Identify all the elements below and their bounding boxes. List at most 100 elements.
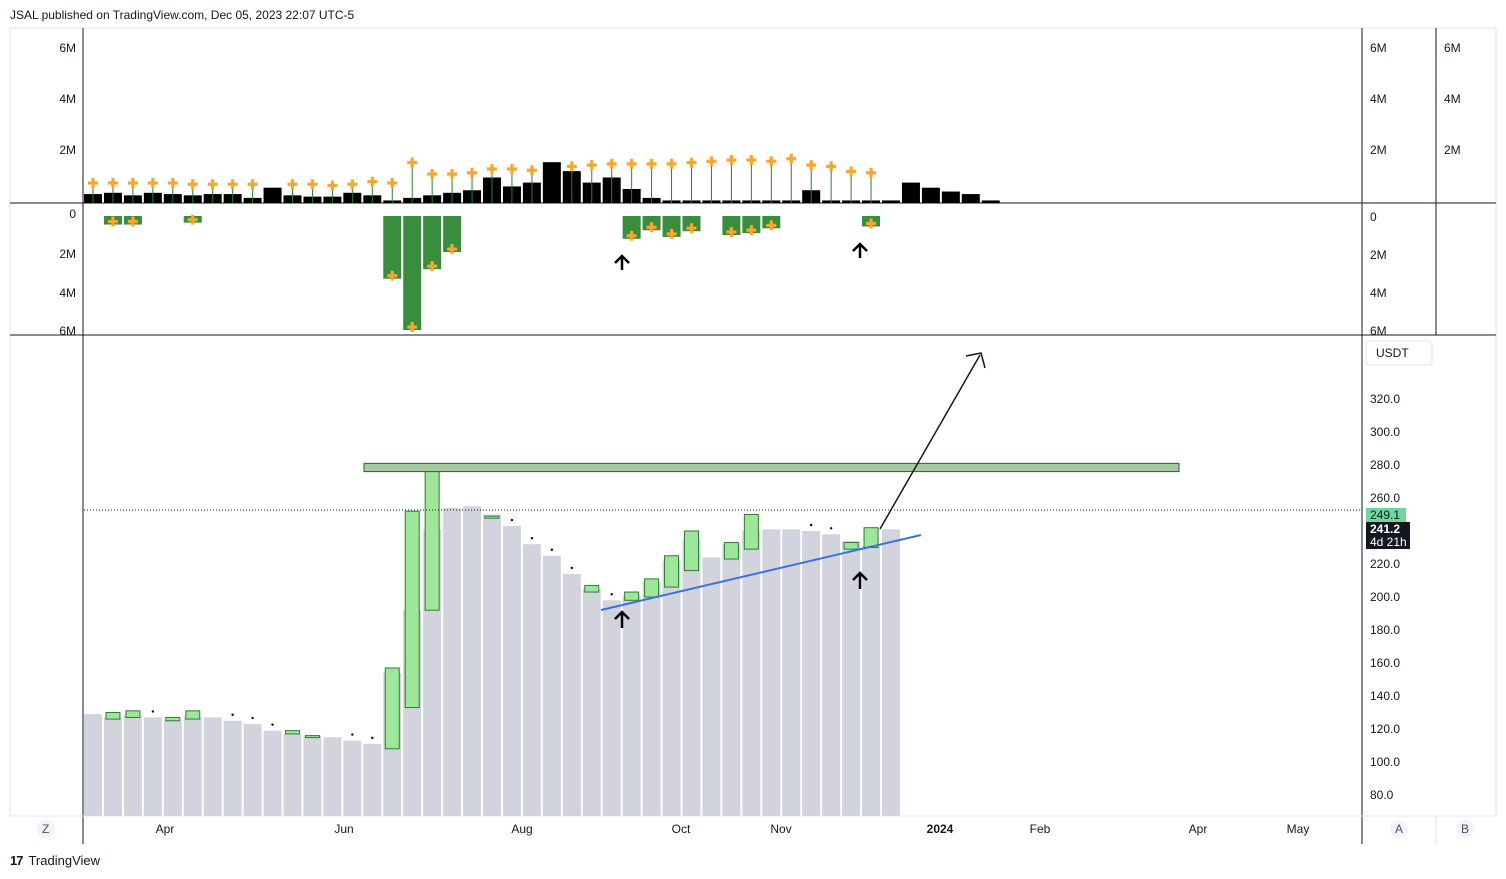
- sell-marker-v: [191, 214, 195, 225]
- b-scale-button[interactable]: [1456, 820, 1474, 838]
- orange-marker-v: [350, 179, 354, 190]
- sell-marker: [666, 228, 677, 239]
- orange-marker-v: [490, 163, 494, 174]
- lower-y-tick: 4M: [59, 286, 76, 300]
- green-candle: [863, 527, 879, 549]
- upper-y-tick: 6M: [59, 41, 76, 55]
- orange-marker-v: [111, 177, 115, 188]
- price-bar: [782, 529, 801, 816]
- orange-marker: [167, 177, 178, 188]
- last-price-label: 249.1: [1370, 508, 1400, 522]
- green-candle: [664, 555, 680, 588]
- lower-right-tick: 0: [1370, 210, 1377, 224]
- orange-marker: [467, 167, 478, 178]
- orange-marker-v: [630, 158, 634, 169]
- lower-right-tick: 2M: [1370, 248, 1387, 262]
- price-bar: [263, 730, 282, 816]
- orange-marker: [247, 179, 258, 190]
- upper-y-tick: 4M: [59, 92, 76, 106]
- price-dot: [271, 723, 274, 726]
- price-bar: [862, 545, 881, 816]
- orange-marker: [287, 179, 298, 190]
- price-tick: 100.0: [1370, 755, 1400, 769]
- orange-marker: [367, 176, 378, 187]
- price-bar: [483, 514, 501, 816]
- volume-bar: [882, 200, 900, 203]
- orange-marker: [487, 163, 497, 174]
- lower-right-tick: 6M: [1370, 324, 1387, 338]
- orange-marker: [746, 155, 757, 166]
- up-arrow-icon: [852, 242, 868, 258]
- sell-marker: [107, 216, 118, 227]
- sell-marker-v: [729, 227, 733, 237]
- orange-marker: [387, 177, 398, 188]
- orange-marker: [526, 165, 537, 176]
- sell-marker-v: [111, 216, 115, 227]
- orange-marker: [666, 158, 677, 169]
- orange-marker: [307, 179, 318, 190]
- upper-y-tick: 2M: [59, 143, 76, 157]
- orange-marker-v: [829, 161, 833, 172]
- auto-scale-button-label: A: [1395, 822, 1403, 836]
- orange-marker-v: [709, 156, 714, 167]
- orange-marker: [187, 179, 198, 190]
- orange-marker-v: [809, 160, 813, 171]
- orange-marker: [706, 156, 717, 167]
- price-tick: 280.0: [1370, 458, 1400, 472]
- orange-marker-v: [590, 160, 594, 171]
- timezone-button-label: Z: [42, 822, 49, 836]
- current-price-label: 241.2: [1370, 522, 1400, 536]
- sell-marker: [646, 222, 657, 233]
- orange-marker-v: [650, 158, 654, 169]
- sell-volume-bar: [403, 216, 422, 330]
- orange-marker: [586, 160, 597, 171]
- orange-marker-v: [370, 176, 374, 187]
- green-candle: [185, 710, 201, 720]
- lower-y-tick: 0: [69, 207, 76, 221]
- price-dot: [610, 593, 613, 596]
- orange-marker-v: [450, 169, 454, 180]
- orange-marker: [506, 163, 517, 174]
- auto-scale-button[interactable]: [1390, 820, 1408, 838]
- volume-bar: [542, 162, 561, 203]
- green-candle: [105, 712, 121, 720]
- orange-marker-v: [310, 179, 315, 190]
- support-trendline: [600, 534, 922, 611]
- volume-bar: [263, 187, 282, 203]
- price-bar: [183, 717, 202, 816]
- orange-marker-v: [151, 177, 155, 188]
- sell-marker-v: [769, 220, 773, 231]
- timezone-button[interactable]: [37, 820, 55, 838]
- sell-marker: [746, 225, 757, 236]
- green-candle: [304, 735, 320, 739]
- current-price-tag: [1366, 522, 1410, 549]
- time-tick: Jun: [334, 822, 353, 836]
- currency-box[interactable]: [1365, 340, 1433, 366]
- price-dot: [810, 523, 813, 527]
- footer-brand[interactable]: TradingView: [28, 853, 101, 868]
- orange-marker-v: [689, 157, 694, 168]
- projection-arrowhead-icon: [965, 352, 986, 369]
- lower-y-tick: 6M: [59, 324, 76, 338]
- price-bar: [303, 735, 322, 816]
- footer: 17 TradingView: [10, 853, 100, 868]
- price-tick: 80.0: [1370, 788, 1394, 802]
- green-candle: [743, 514, 759, 550]
- price-bar: [103, 717, 122, 816]
- orange-marker-v: [530, 165, 534, 176]
- orange-marker-v: [749, 155, 753, 166]
- upper-right-tick: 4M: [1370, 92, 1387, 106]
- sell-marker-v: [669, 228, 674, 239]
- volume-bar: [961, 194, 980, 203]
- axis-labels: 6M 4M 2M 6M 4M 2M 6M 4M 2M 0 2M 4M 6M 0 2M 4M 6M 320.0 300…: [59, 41, 1460, 836]
- price-bar: [363, 743, 382, 816]
- orange-marker: [606, 158, 617, 169]
- time-tick: May: [1287, 822, 1310, 836]
- time-tick: 2024: [927, 822, 954, 836]
- price-bar: [502, 526, 521, 816]
- lower-volume-panel: [103, 214, 881, 332]
- price-bar: [84, 714, 102, 816]
- orange-marker-v: [251, 179, 255, 190]
- sell-marker: [187, 214, 198, 225]
